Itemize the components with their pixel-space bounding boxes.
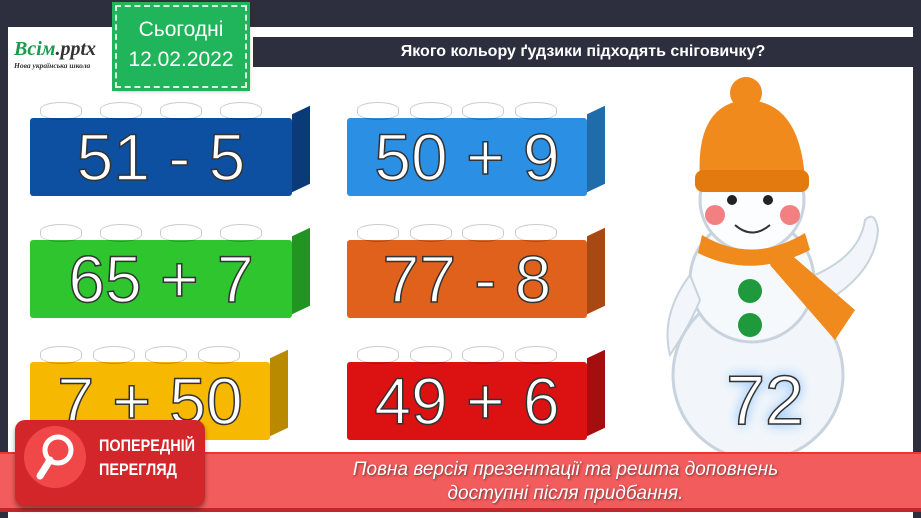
- date-value: 12.02.2022: [128, 48, 234, 71]
- logo: Всім.pptx Нова українська школа: [14, 38, 97, 70]
- page-title: Якого кольору ґудзики підходять снігович…: [253, 37, 913, 67]
- date-label: Сьогодні: [138, 18, 224, 41]
- expression-text: 50 + 9: [374, 119, 561, 195]
- brick-expression: 50 + 9: [347, 102, 605, 196]
- snowman-number: 72: [725, 360, 804, 440]
- brick-expression: 51 - 5: [30, 102, 310, 196]
- brick-expression: 77 - 8: [347, 224, 605, 318]
- brick-expression: 65 + 7: [30, 224, 310, 318]
- badge-line2: ПЕРЕГЛЯД: [99, 460, 177, 479]
- preview-badge[interactable]: ПОПЕРЕДНІЙ ПЕРЕГЛЯД: [15, 420, 205, 506]
- magnifier-icon: [24, 426, 86, 488]
- snowman-image: [666, 77, 880, 455]
- preview-message-line1: Повна версія презентації та решта доповн…: [352, 459, 779, 480]
- badge-line1: ПОПЕРЕДНІЙ: [99, 436, 196, 455]
- date-badge: Сьогодні 12.02.2022: [112, 2, 250, 91]
- expression-text: 77 - 8: [382, 241, 552, 317]
- expression-text: 51 - 5: [76, 119, 246, 195]
- expression-text: 65 + 7: [68, 241, 255, 317]
- expression-text: 49 + 6: [374, 363, 561, 439]
- preview-message-line2: доступні після придбання.: [447, 483, 684, 504]
- brick-expression: 49 + 6: [347, 346, 605, 440]
